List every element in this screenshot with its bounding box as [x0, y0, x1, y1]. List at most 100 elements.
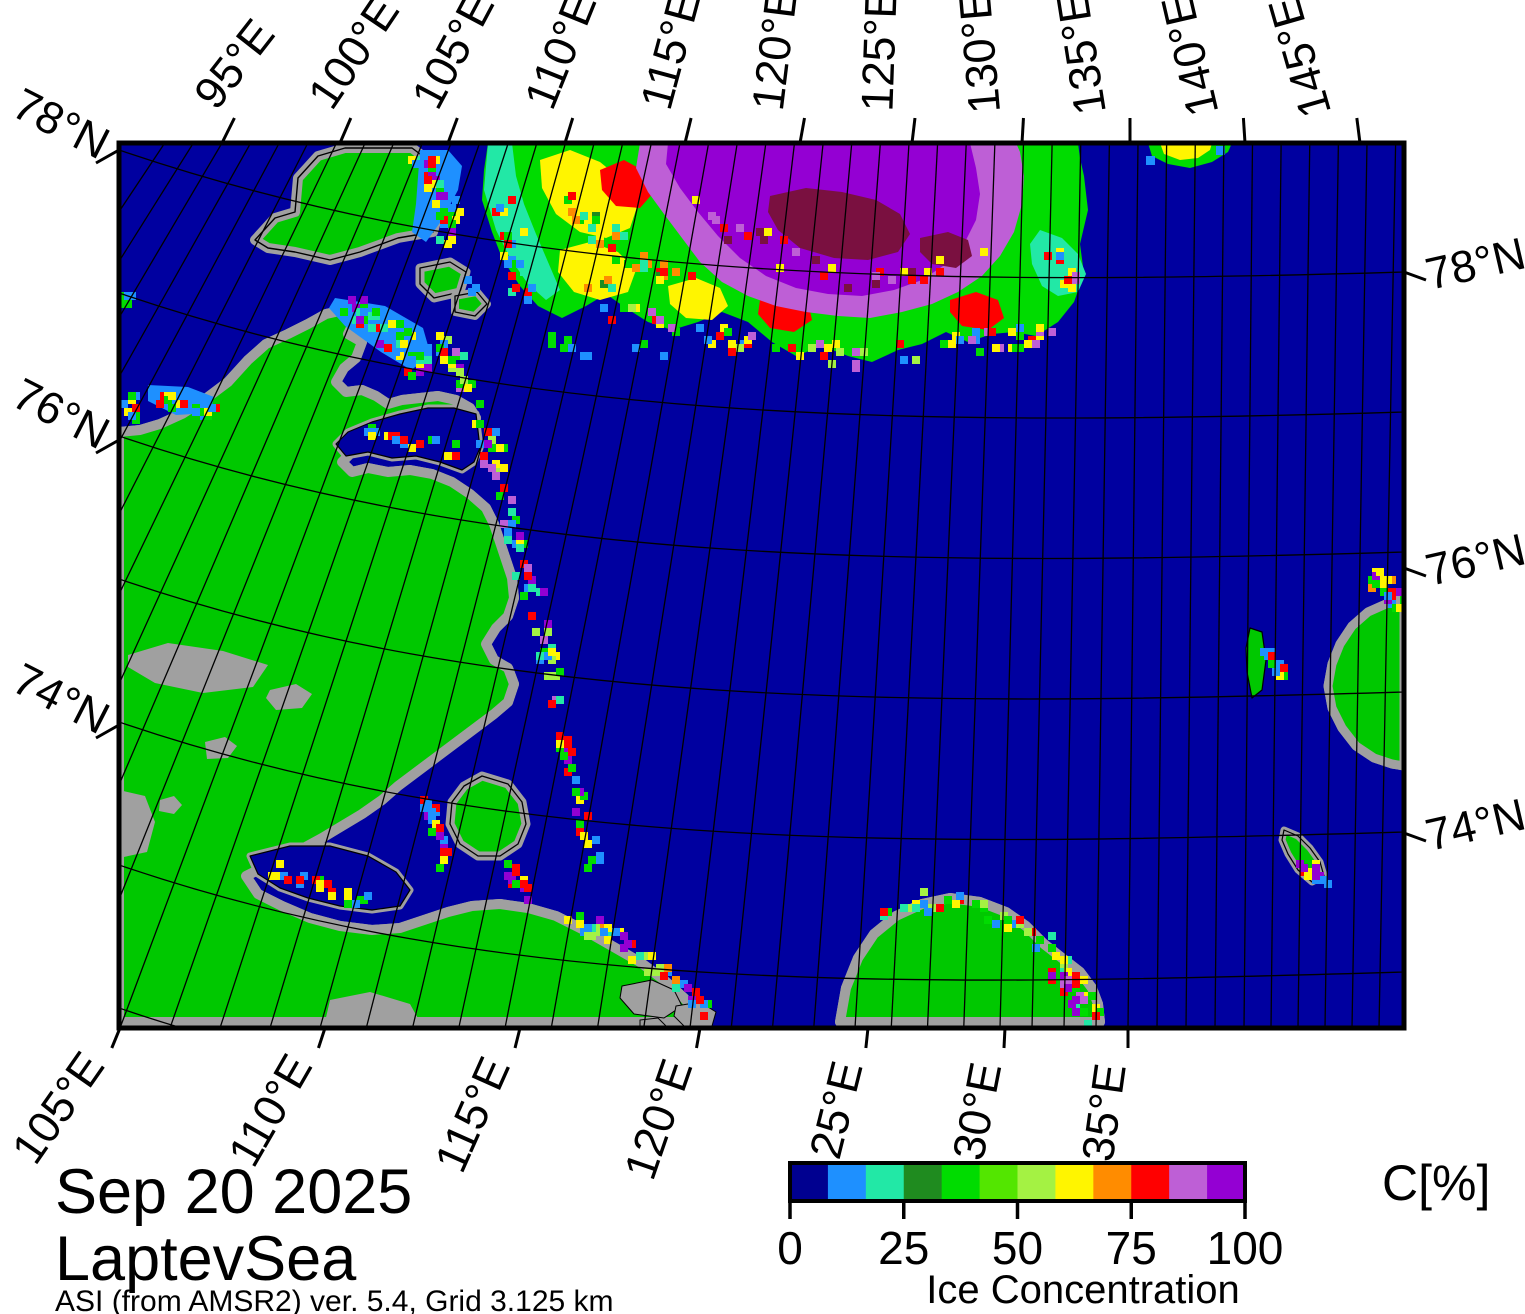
- ice-pixel: [508, 204, 516, 212]
- colorbar-segment: [1055, 1163, 1094, 1201]
- top-axis-label: 100°E: [298, 0, 409, 118]
- ice-pixel: [568, 344, 576, 352]
- colorbar-ticks: [788, 1203, 1247, 1219]
- ice-pixel: [544, 628, 552, 636]
- gray-coastal-islets: [619, 979, 717, 1028]
- ice-pixel: [496, 204, 504, 212]
- meridian-line: [1095, 143, 1111, 1028]
- top-axis-label: 110°E: [514, 0, 606, 116]
- ice-pixel: [596, 240, 604, 248]
- ice-pixel: [656, 276, 664, 284]
- ice-pixel: [464, 384, 472, 392]
- ice-pixel: [408, 340, 416, 348]
- ice-pixel: [632, 344, 640, 352]
- top-axis-tick: [220, 117, 236, 144]
- ice-pixel: [936, 256, 944, 264]
- ice-pixel: [576, 820, 584, 828]
- ice-pixel: [992, 344, 1000, 352]
- ice-pixel: [972, 900, 980, 908]
- ice-pixel: [568, 208, 576, 216]
- ice-pixel: [920, 888, 928, 896]
- meridian-line: [1243, 143, 1254, 1028]
- ice-pixel: [612, 232, 620, 240]
- ice-pixel: [564, 736, 572, 744]
- ice-pixel: [1052, 272, 1060, 280]
- ice-pixel: [920, 276, 928, 284]
- ice-pixel: [592, 836, 600, 844]
- meridian-line: [411, 143, 624, 1028]
- top-axis-tick: [1355, 117, 1362, 144]
- ice-pixel: [400, 436, 408, 444]
- meridian-line: [963, 143, 996, 1028]
- ice-pixel: [1372, 580, 1380, 588]
- ice-pixel: [1036, 324, 1044, 332]
- meridian-line: [890, 143, 939, 1028]
- ice-pixel: [500, 520, 508, 528]
- ice-pixel: [1016, 324, 1024, 332]
- ice-pixel: [520, 268, 528, 276]
- ice-pixel: [380, 324, 388, 332]
- ice-pixel: [524, 296, 532, 304]
- ice-pixel: [568, 764, 576, 772]
- ice-pixel: [672, 984, 680, 992]
- ice-pixel: [520, 592, 528, 600]
- ice-pixel: [508, 496, 516, 504]
- ice-pixel: [492, 472, 500, 480]
- ice-pixel: [392, 436, 400, 444]
- ice-pixel: [580, 212, 588, 220]
- ice-pixel: [432, 200, 440, 208]
- meridian-line: [319, 143, 567, 1028]
- ice-pixel: [900, 904, 908, 912]
- ice-pixel: [580, 352, 588, 360]
- ice-pixel: [660, 972, 668, 980]
- parallel-line: [119, 578, 1404, 700]
- ice-pixel: [688, 272, 696, 280]
- ice-pixel: [708, 212, 716, 220]
- meridian-line: [269, 143, 538, 1028]
- ice-pixel: [424, 364, 432, 372]
- ice-pixel: [620, 932, 628, 940]
- ice-pixel: [360, 308, 368, 316]
- ice-pixel: [924, 908, 932, 916]
- ice-pixel: [944, 896, 952, 904]
- ice-pixel: [428, 828, 436, 836]
- ice-pixel: [448, 220, 456, 228]
- meridian-line: [1351, 143, 1368, 1028]
- ice-pixel: [572, 808, 580, 816]
- ice-pixel: [436, 236, 444, 244]
- colorbar-segment: [865, 1163, 905, 1201]
- ice-pixel: [608, 316, 616, 324]
- ice-pixel: [908, 268, 916, 276]
- ice-pixel: [572, 216, 580, 224]
- ice-pixel: [344, 900, 352, 908]
- ice-pixel: [576, 920, 584, 928]
- ice-pixel: [372, 308, 380, 316]
- ice-pixel: [624, 940, 632, 948]
- ice-pixel: [672, 268, 680, 276]
- ice-pixel: [460, 376, 468, 384]
- ice-pixel: [1044, 252, 1052, 260]
- ice-pixel: [344, 888, 352, 896]
- ice-pixel: [436, 212, 444, 220]
- ice-pixel: [904, 336, 912, 344]
- ice-pixel: [540, 588, 548, 596]
- meridian-line: [596, 143, 738, 1028]
- ice-pixel: [640, 252, 648, 260]
- ice-pixel: [612, 256, 620, 264]
- ice-pixel: [424, 800, 432, 808]
- bottom-axis-label: 105°E: [2, 1042, 114, 1172]
- ice-pixel: [524, 564, 532, 572]
- ice-pixel: [816, 340, 824, 348]
- ice-pixel: [424, 176, 432, 184]
- ice-pixel: [512, 880, 520, 888]
- ice-pixel: [748, 332, 756, 340]
- ice-pixel: [1072, 980, 1080, 988]
- ice-pixel: [520, 228, 528, 236]
- ice-pixel: [316, 884, 324, 892]
- ice-pixel: [912, 904, 920, 912]
- meridian-line: [119, 143, 223, 319]
- ice-pixel: [168, 392, 176, 400]
- colorbar-tick-label: 25: [878, 1222, 929, 1274]
- ice-pixel: [584, 840, 592, 848]
